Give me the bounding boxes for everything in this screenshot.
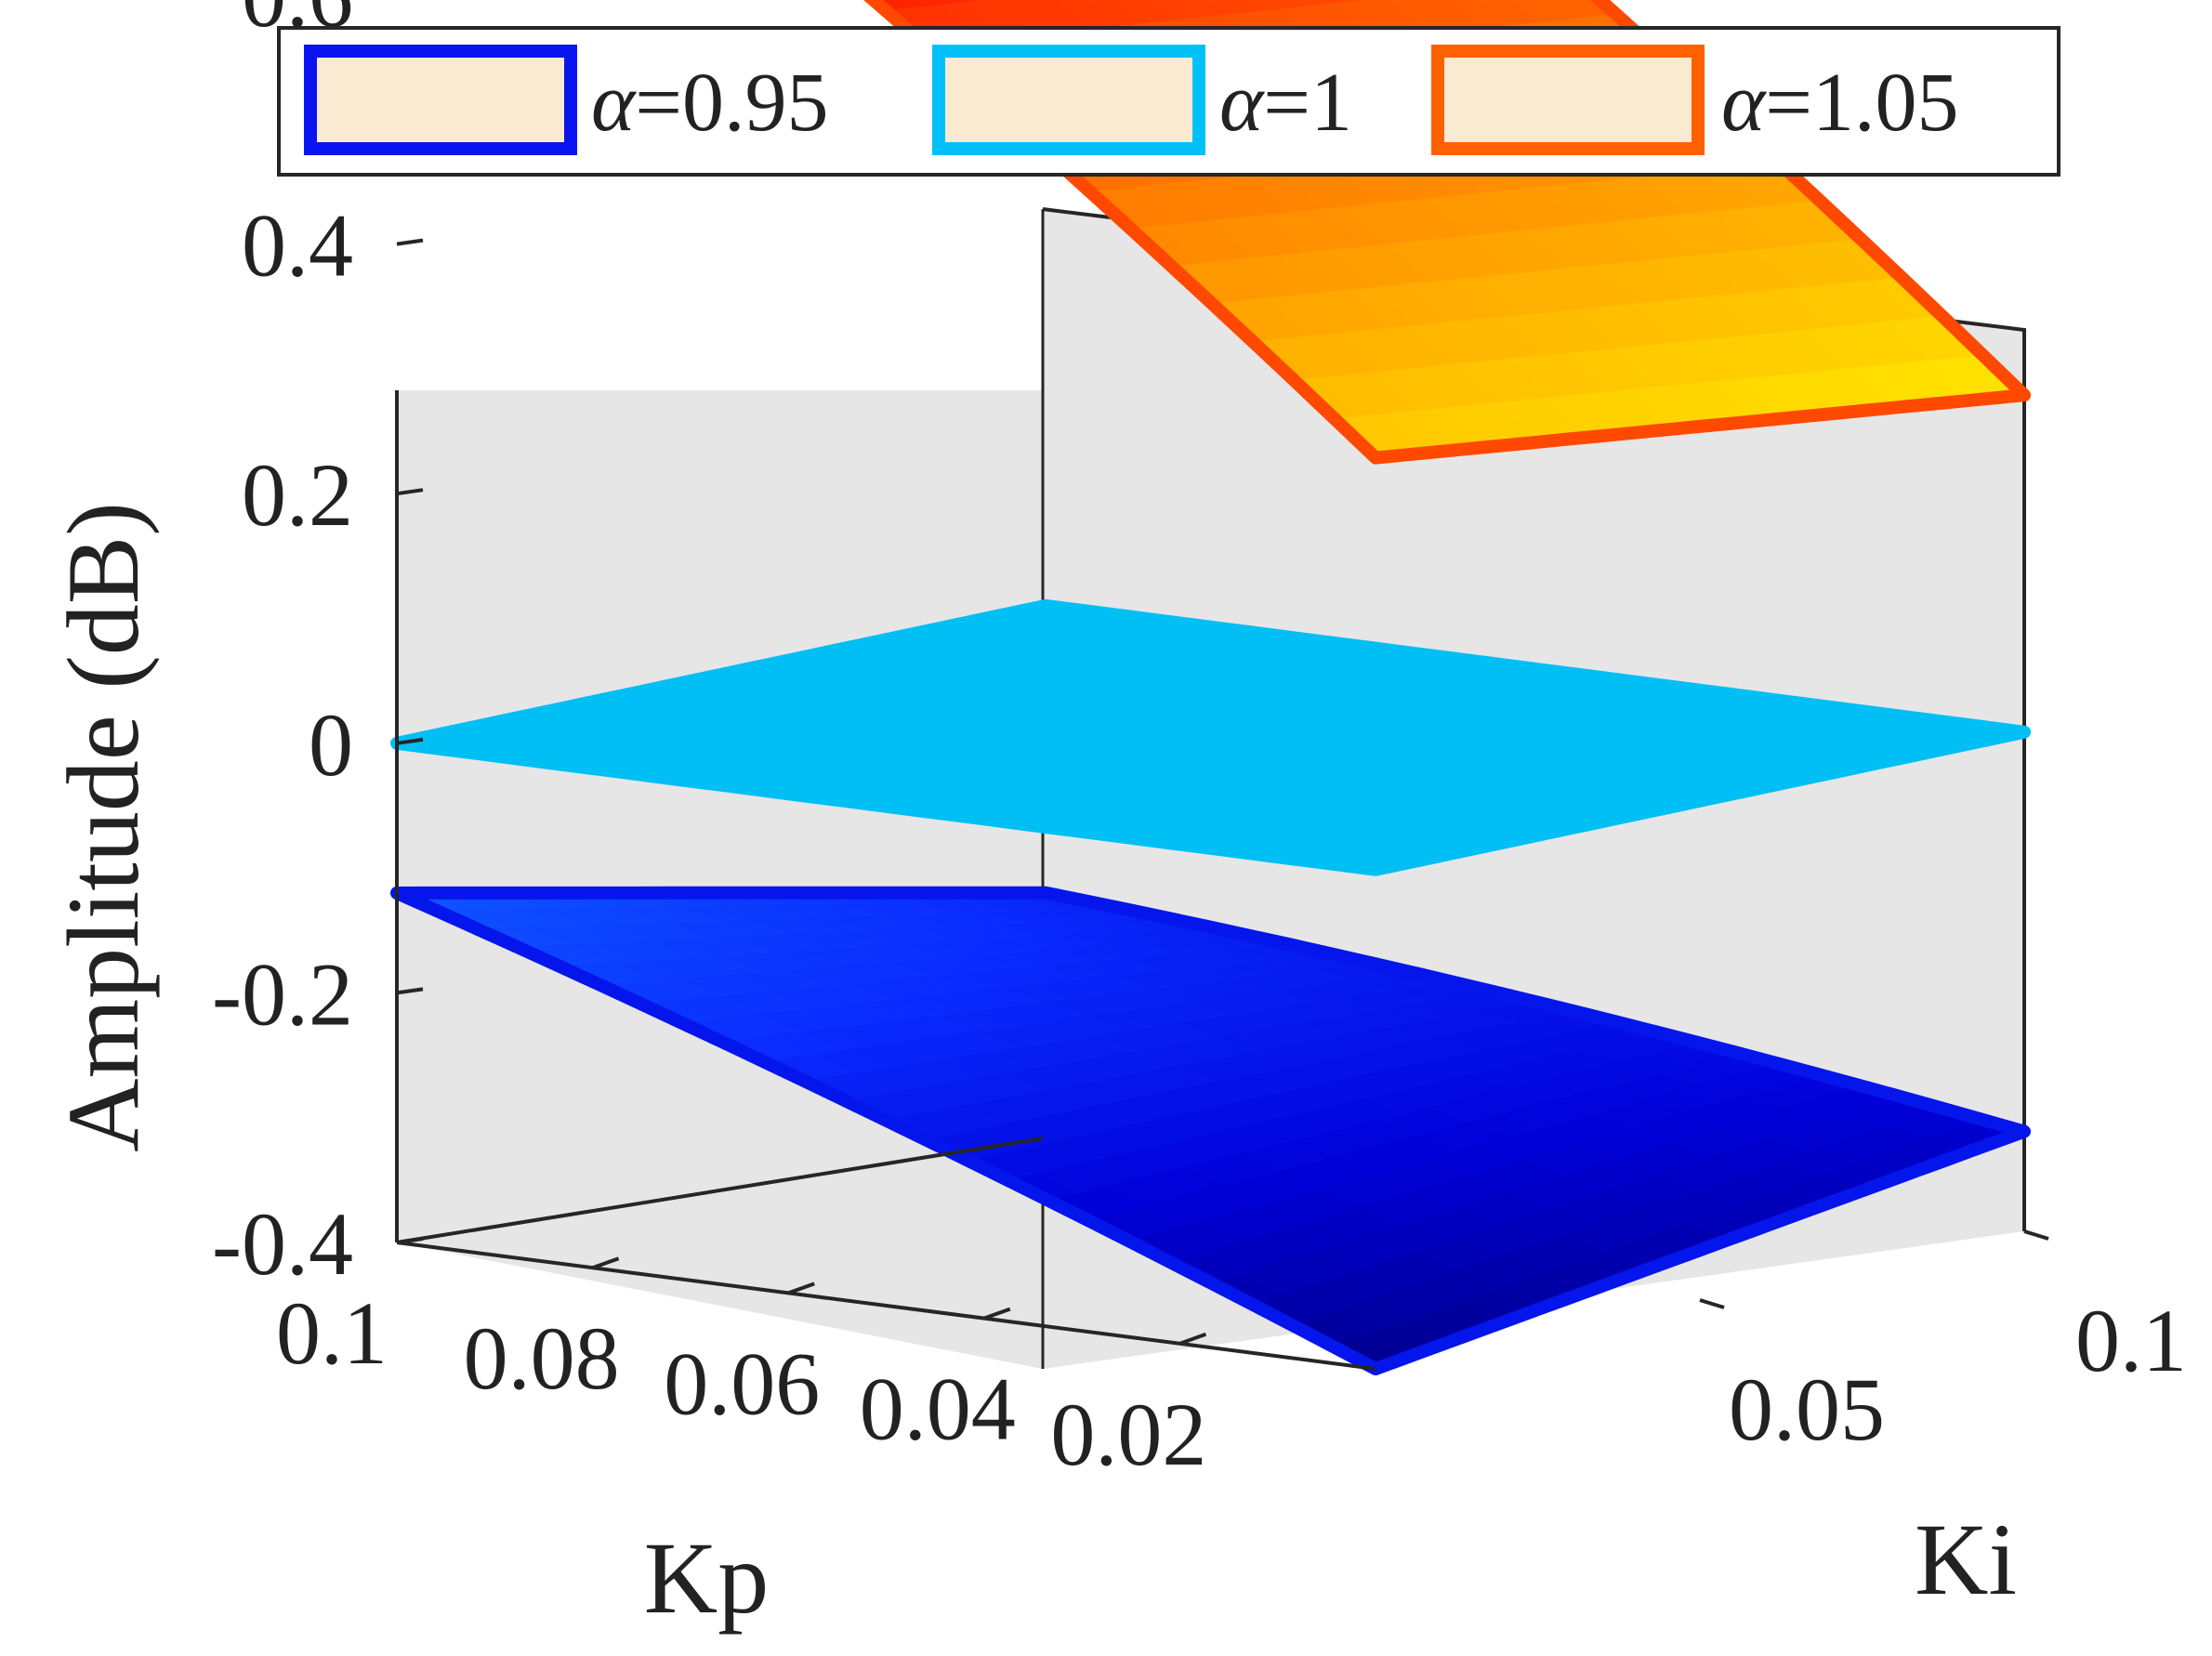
svg-text:α=1.05: α=1.05 [1721, 57, 1959, 149]
y-axis-label: Ki [1915, 1503, 2017, 1616]
z-tick [396, 737, 424, 745]
x-axis-label: Kp [644, 1521, 769, 1635]
z-tick-label: 0.2 [242, 445, 353, 545]
ki-tick [2023, 1229, 2049, 1241]
legend-greek-alpha-095: α [591, 57, 637, 149]
kp-tick-label: 0.1 [276, 1283, 388, 1383]
surface-border [390, 598, 2031, 876]
floor-back-edge [396, 1137, 1044, 1244]
legend-swatch-alpha-1 [932, 45, 1205, 155]
legend-greek-alpha-105: α [1721, 57, 1767, 149]
kp-tick [787, 1281, 815, 1295]
legend-greek-alpha-1: α [1219, 57, 1265, 149]
legend-swatch-alpha-095 [304, 45, 577, 155]
z-tick [396, 488, 424, 496]
z-tick-label: 0 [309, 695, 353, 795]
kp-tick-label: 0.04 [860, 1360, 1016, 1459]
legend-entry-alpha-095: α=0.95 [304, 45, 829, 155]
tick-group: 0.80.60.40.20-0.2-0.40.10.080.060.040.02… [212, 0, 2187, 1484]
z-tick [396, 987, 424, 995]
z-axis-label: Amplitude (dB) [46, 502, 160, 1152]
kp-tick [591, 1256, 620, 1270]
back-wall-left [397, 390, 1043, 1369]
z-tick-label: 0.4 [242, 196, 353, 296]
svg-text:α=0.95: α=0.95 [591, 57, 829, 149]
legend: α=0.95 α=1 α=1.05 [277, 26, 2061, 177]
ki-tick-label: 0.05 [1729, 1360, 1885, 1459]
kp-tick [1178, 1332, 1207, 1346]
legend-swatch-alpha-105 [1431, 45, 1705, 155]
surface-α=1 [390, 598, 2031, 876]
legend-entry-alpha-105: α=1.05 [1431, 45, 1959, 155]
z-tick [396, 238, 424, 246]
surface-α=0.95 [390, 886, 2031, 1375]
ki-tick-label: 0.1 [2075, 1291, 2187, 1390]
kp-tick-label: 0.08 [464, 1308, 620, 1408]
surface-border [863, 0, 2031, 465]
legend-entry-alpha-1: α=1 [932, 45, 1352, 155]
legend-label-alpha-095: =0.95 [635, 57, 828, 149]
z-tick-label: -0.2 [212, 944, 353, 1044]
kp-tick [983, 1307, 1011, 1321]
ki-tick [1699, 1298, 1725, 1309]
surface-border [390, 886, 2031, 1375]
legend-label-alpha-1: =1 [1263, 57, 1352, 149]
kp-tick-label: 0.02 [1050, 1385, 1206, 1484]
svg-text:α=1: α=1 [1219, 57, 1352, 149]
legend-label-alpha-105: =1.05 [1765, 57, 1958, 149]
z-tick-label: -0.4 [212, 1194, 353, 1294]
kp-axis-line [396, 1241, 1376, 1371]
kp-tick-label: 0.06 [664, 1334, 820, 1433]
z-tick [396, 1237, 424, 1244]
